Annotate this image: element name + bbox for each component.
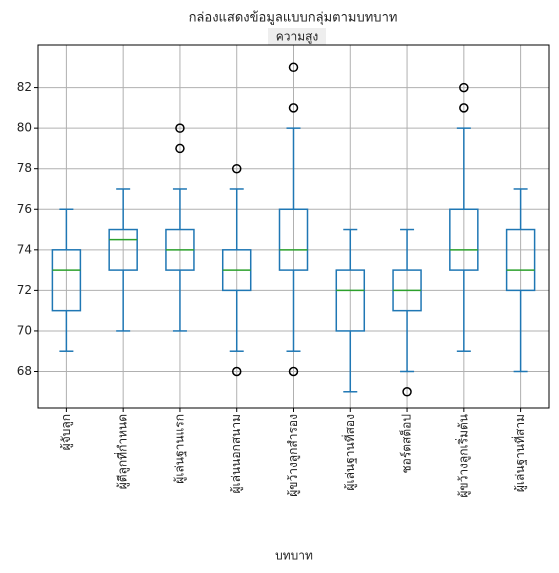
outlier	[288, 62, 299, 73]
box	[278, 208, 309, 271]
plot-frame	[37, 44, 550, 409]
box	[505, 228, 536, 292]
x-tick-label: ผู้ตีลูกที่กำหนด	[114, 414, 131, 489]
y-tick-label: 74	[17, 242, 32, 256]
y-tick-label: 78	[17, 161, 32, 175]
y-tick-label: 72	[17, 283, 32, 297]
x-tick-label: ผู้ขว้างลูกสำรอง	[286, 414, 301, 497]
x-tick-label: ผู้จับลูก	[59, 414, 74, 450]
y-tick-label: 80	[17, 121, 32, 135]
outlier	[231, 366, 242, 377]
x-tick-label: ผู้เล่นฐานที่สอง	[341, 414, 358, 491]
outlier	[288, 366, 299, 377]
outlier	[175, 143, 185, 154]
outlier	[175, 123, 185, 133]
subtitle-bg	[268, 28, 326, 45]
outlier	[459, 82, 469, 93]
x-tick-label: ผู้ขว้างลูกเริ่มต้น	[454, 414, 471, 498]
x-axis-label: บทบาท	[275, 549, 313, 563]
box	[449, 208, 479, 271]
y-tick-label: 82	[17, 80, 32, 94]
x-tick-label: ผู้เล่นนอกสนาม	[229, 414, 244, 494]
y-tick-label: 76	[17, 202, 32, 216]
outlier	[231, 163, 242, 174]
chart-title: กล่องแสดงข้อมูลแบบกลุ่มตามบทบาท	[189, 11, 398, 26]
box	[108, 228, 138, 271]
y-tick-label: 68	[17, 364, 32, 378]
box	[335, 269, 366, 332]
outlier	[459, 103, 469, 113]
y-tick-label: 70	[17, 323, 32, 337]
chart-subtitle: ความสูง	[276, 30, 319, 45]
outlier	[288, 103, 299, 113]
x-tick-label: ผู้เล่นฐานแรก	[172, 414, 187, 484]
x-tick-label: ผู้เล่นฐานที่สาม	[511, 414, 528, 492]
box	[51, 249, 82, 312]
outlier	[402, 387, 412, 397]
x-tick-label: ชอร์ตสต็อป	[399, 414, 414, 474]
